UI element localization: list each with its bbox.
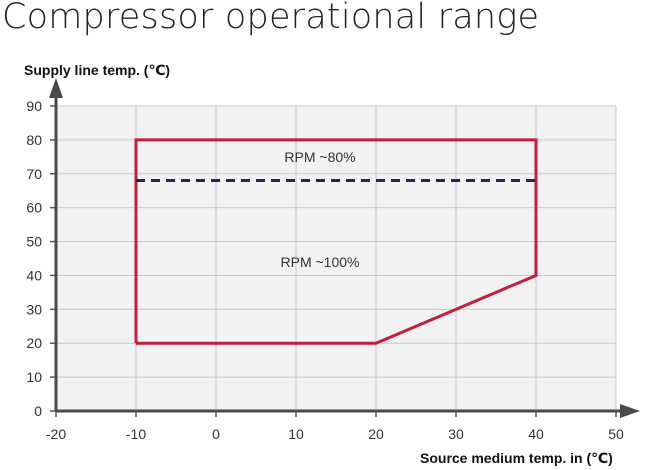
x-tick-label: -20 <box>46 426 66 442</box>
x-axis-label: Source medium temp. in (℃) <box>420 450 613 466</box>
y-tick-label: 0 <box>34 403 42 419</box>
chart-title: Compressor operational range <box>2 0 540 37</box>
x-axis-arrow <box>620 404 640 418</box>
region-annotation: RPM ~100% <box>281 254 360 270</box>
x-tick-label: 20 <box>368 426 384 442</box>
y-tick-label: 50 <box>26 234 42 250</box>
region-annotation: RPM ~80% <box>284 149 355 165</box>
y-tick-label: 80 <box>26 132 42 148</box>
y-tick-label: 90 <box>26 98 42 114</box>
y-axis-arrow <box>49 78 63 98</box>
x-tick-label: -10 <box>126 426 146 442</box>
y-axis-label: Supply line temp. (℃) <box>24 62 171 78</box>
operating-envelope-line <box>134 138 538 345</box>
x-tick-label: 30 <box>448 426 464 442</box>
plot-background <box>56 106 616 411</box>
y-tick-label: 70 <box>26 166 42 182</box>
y-tick-label: 30 <box>26 301 42 317</box>
x-tick-label: 0 <box>212 426 220 442</box>
x-tick-label: 40 <box>528 426 544 442</box>
x-tick-label: 50 <box>608 426 624 442</box>
y-tick-label: 40 <box>26 267 42 283</box>
y-tick-label: 10 <box>26 369 42 385</box>
y-tick-label: 60 <box>26 200 42 216</box>
y-tick-label: 20 <box>26 335 42 351</box>
x-tick-label: 10 <box>288 426 304 442</box>
